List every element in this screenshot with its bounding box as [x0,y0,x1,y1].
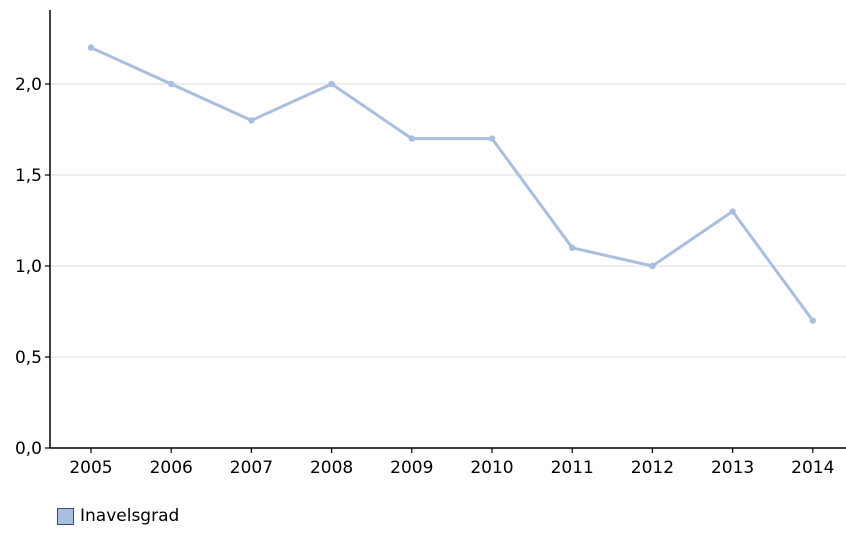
tick-labels: 0,0 0,5 1,0 1,5 2,0 2005 2006 2007 2008 2009 2010 2… [15,75,834,478]
x-tick-label-0: 2005 [69,458,112,478]
data-point-2013 [729,208,736,215]
x-tick-label-6: 2011 [551,458,594,478]
y-tick-label-0: 0,0 [15,439,42,459]
data-point-2014 [809,317,816,324]
y-tick-label-4: 2,0 [15,75,42,95]
data-point-2012 [649,262,656,270]
x-tick-label-2: 2007 [230,458,273,478]
legend: Inavelsgrad [57,505,179,527]
axes [45,10,846,453]
y-tick-label-2: 1,0 [15,257,42,277]
x-tick-label-1: 2006 [150,458,193,478]
series-inavelsgrad [87,44,816,324]
data-point-2009 [408,135,415,142]
x-tick-label-3: 2008 [310,458,353,478]
data-point-2007 [248,117,255,124]
x-tick-label-8: 2013 [711,458,754,478]
gridlines [50,83,846,358]
x-tick-label-9: 2014 [791,458,834,478]
legend-swatch [57,507,74,525]
data-point-2010 [488,135,496,142]
data-point-2011 [569,244,576,251]
series-line-0 [89,46,815,323]
data-point-2006 [168,80,175,88]
y-tick-label-3: 1,5 [15,166,42,186]
data-point-2005 [87,44,95,51]
x-tick-label-7: 2012 [631,458,674,478]
data-point-2008 [328,80,335,88]
legend-label: Inavelsgrad [80,506,180,526]
x-tick-label-5: 2010 [470,458,513,478]
y-tick-label-1: 0,5 [15,348,42,368]
x-tick-label-4: 2009 [390,458,433,478]
